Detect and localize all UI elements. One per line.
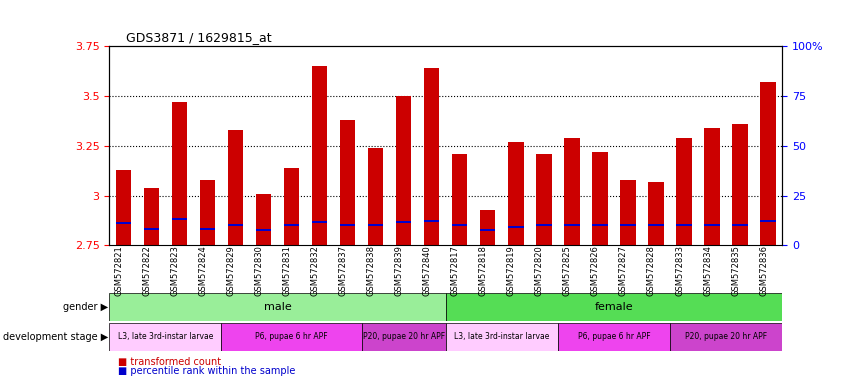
Bar xyxy=(592,224,607,227)
Bar xyxy=(109,293,446,321)
Text: male: male xyxy=(264,302,291,312)
Text: GSM572830: GSM572830 xyxy=(255,245,263,296)
Bar xyxy=(115,222,131,225)
Bar xyxy=(312,221,327,223)
Bar xyxy=(536,154,552,245)
Text: ■ transformed count: ■ transformed count xyxy=(118,357,221,367)
Text: ■ percentile rank within the sample: ■ percentile rank within the sample xyxy=(118,366,295,376)
Bar xyxy=(256,194,271,245)
Bar xyxy=(256,229,271,232)
Bar xyxy=(508,226,523,228)
Bar xyxy=(508,142,523,245)
Bar xyxy=(676,224,691,227)
Text: GDS3871 / 1629815_at: GDS3871 / 1629815_at xyxy=(126,31,272,44)
Text: GSM572840: GSM572840 xyxy=(423,245,431,296)
Bar xyxy=(704,128,720,245)
Bar xyxy=(733,224,748,227)
Bar xyxy=(144,228,159,230)
Bar xyxy=(676,138,691,245)
Text: GSM572827: GSM572827 xyxy=(619,245,628,296)
Bar xyxy=(115,170,131,245)
Text: P20, pupae 20 hr APF: P20, pupae 20 hr APF xyxy=(685,333,767,341)
Text: GSM572837: GSM572837 xyxy=(339,245,347,296)
Text: GSM572836: GSM572836 xyxy=(759,245,768,296)
Text: GSM572818: GSM572818 xyxy=(479,245,488,296)
Bar xyxy=(228,224,243,227)
Bar xyxy=(704,224,720,227)
Text: GSM572823: GSM572823 xyxy=(171,245,179,296)
Bar xyxy=(648,182,664,245)
Text: female: female xyxy=(595,302,633,312)
Bar xyxy=(592,152,607,245)
Bar xyxy=(312,66,327,245)
Bar xyxy=(283,224,299,227)
Text: GSM572822: GSM572822 xyxy=(142,245,151,296)
Text: GSM572838: GSM572838 xyxy=(367,245,376,296)
Bar xyxy=(396,221,411,223)
Text: GSM572832: GSM572832 xyxy=(310,245,320,296)
Bar xyxy=(452,154,468,245)
Text: GSM572839: GSM572839 xyxy=(394,245,404,296)
Bar xyxy=(144,187,159,245)
Bar xyxy=(733,124,748,245)
Text: L3, late 3rd-instar larvae: L3, late 3rd-instar larvae xyxy=(454,333,549,341)
Bar xyxy=(172,218,187,220)
Text: development stage ▶: development stage ▶ xyxy=(3,332,108,342)
Bar xyxy=(340,120,355,245)
Bar xyxy=(564,138,579,245)
Bar xyxy=(396,96,411,245)
Bar xyxy=(362,323,446,351)
Bar xyxy=(620,224,636,227)
Text: GSM572835: GSM572835 xyxy=(731,245,740,296)
Text: GSM572829: GSM572829 xyxy=(226,245,235,296)
Bar xyxy=(283,168,299,245)
Bar xyxy=(670,323,782,351)
Bar xyxy=(760,82,775,245)
Text: GSM572817: GSM572817 xyxy=(451,245,460,296)
Text: gender ▶: gender ▶ xyxy=(63,302,108,312)
Bar xyxy=(424,220,439,222)
Bar xyxy=(446,323,558,351)
Bar xyxy=(109,323,221,351)
Text: GSM572833: GSM572833 xyxy=(675,245,684,296)
Text: GSM572834: GSM572834 xyxy=(703,245,712,296)
Bar xyxy=(620,180,636,245)
Bar xyxy=(199,180,215,245)
Bar xyxy=(199,228,215,230)
Bar xyxy=(368,148,383,245)
Text: GSM572819: GSM572819 xyxy=(507,245,516,296)
Bar xyxy=(424,68,439,245)
Text: GSM572826: GSM572826 xyxy=(591,245,600,296)
Bar xyxy=(340,224,355,227)
Text: GSM572831: GSM572831 xyxy=(283,245,292,296)
Bar xyxy=(368,224,383,227)
Bar xyxy=(558,323,670,351)
Bar xyxy=(172,102,187,245)
Bar xyxy=(536,224,552,227)
Text: L3, late 3rd-instar larvae: L3, late 3rd-instar larvae xyxy=(118,333,213,341)
Text: GSM572825: GSM572825 xyxy=(563,245,572,296)
Bar xyxy=(221,323,362,351)
Text: GSM572828: GSM572828 xyxy=(647,245,656,296)
Text: GSM572820: GSM572820 xyxy=(535,245,544,296)
Text: P20, pupae 20 hr APF: P20, pupae 20 hr APF xyxy=(362,333,445,341)
Bar xyxy=(480,210,495,245)
Bar xyxy=(228,130,243,245)
Text: GSM572821: GSM572821 xyxy=(114,245,124,296)
Bar xyxy=(648,224,664,227)
Bar xyxy=(564,224,579,227)
Text: P6, pupae 6 hr APF: P6, pupae 6 hr APF xyxy=(578,333,650,341)
Bar xyxy=(452,224,468,227)
Bar xyxy=(480,229,495,232)
Bar xyxy=(760,220,775,222)
Text: GSM572824: GSM572824 xyxy=(198,245,208,296)
Text: P6, pupae 6 hr APF: P6, pupae 6 hr APF xyxy=(255,333,328,341)
Bar xyxy=(446,293,782,321)
